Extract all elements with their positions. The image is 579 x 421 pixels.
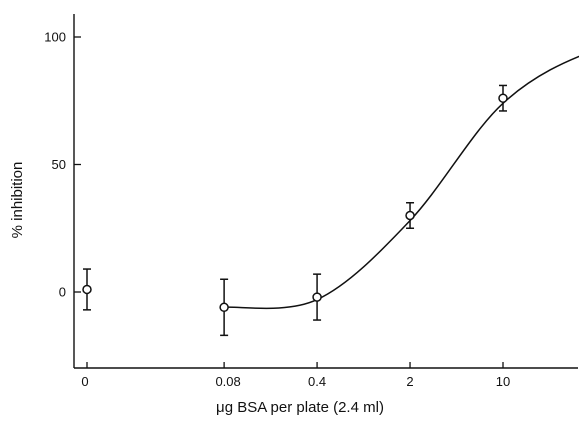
y-tick-label: 0 [59,285,66,300]
x-tick-label: 0.08 [215,374,240,389]
x-axis-title: μg BSA per plate (2.4 ml) [216,399,384,416]
x-tick-label: 0 [81,374,88,389]
data-points [82,93,508,313]
x-ticks: 00.080.421050200 [81,362,510,389]
x-tick-label: 0.4 [308,374,326,389]
y-axis-title: % inhibition [9,162,26,239]
fit-curve [224,55,579,310]
x-tick-label: 10 [496,374,510,389]
axes [73,14,578,369]
y-ticks: 0 50 100 [44,30,81,300]
data-point [312,292,322,302]
data-point [219,302,229,313]
x-tick-label: 2 [406,374,413,389]
data-point [498,93,508,103]
y-tick-label: 100 [44,30,66,45]
y-tick-label: 50 [52,157,66,172]
data-point [405,210,415,221]
error-bars [83,84,507,337]
data-point [82,284,92,295]
